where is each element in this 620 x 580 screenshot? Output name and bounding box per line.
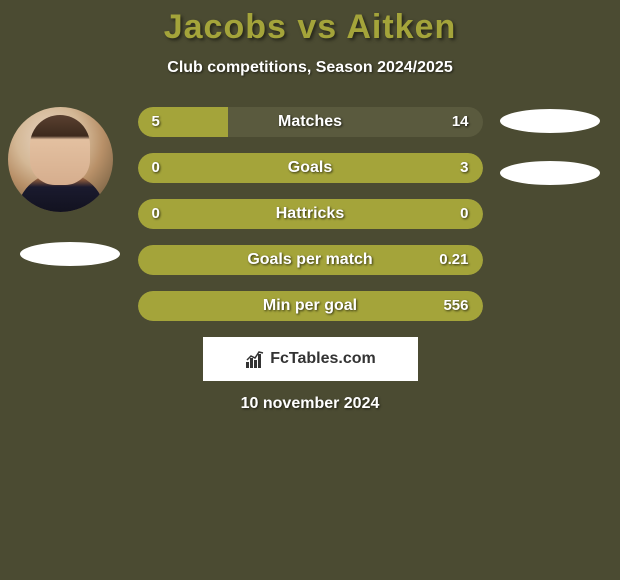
logo-text-label: FcTables.com [270,350,376,368]
comparison-area: 5 Matches 14 0 Goals 3 0 Hattricks 0 Goa… [0,107,620,413]
comparison-container: Jacobs vs Aitken Club competitions, Seas… [0,0,620,413]
stat-bar-hattricks: 0 Hattricks 0 [138,199,483,229]
stat-bar-goals-per-match: Goals per match 0.21 [138,245,483,275]
player-left-avatar [8,107,113,212]
stat-label: Goals [138,153,483,183]
stat-bar-matches: 5 Matches 14 [138,107,483,137]
bar-chart-icon [244,350,266,368]
date-text: 10 november 2024 [0,395,620,413]
stat-right-value: 0.21 [439,245,468,275]
logo-box[interactable]: FcTables.com [203,337,418,381]
player-right-name-pill [500,161,600,185]
stat-label: Matches [138,107,483,137]
stats-column: 5 Matches 14 0 Goals 3 0 Hattricks 0 Goa… [138,107,483,321]
stat-bar-min-per-goal: Min per goal 556 [138,291,483,321]
avatar-head-shape [30,115,90,185]
stat-bar-goals: 0 Goals 3 [138,153,483,183]
page-title: Jacobs vs Aitken [0,8,620,47]
stat-label: Min per goal [138,291,483,321]
stat-right-value: 556 [443,291,468,321]
player-left-name-pill [20,242,120,266]
stat-right-value: 0 [460,199,468,229]
subtitle: Club competitions, Season 2024/2025 [0,59,620,77]
logo-content: FcTables.com [244,350,376,368]
stat-right-value: 3 [460,153,468,183]
stat-label: Hattricks [138,199,483,229]
stat-label: Goals per match [138,245,483,275]
stat-right-value: 14 [452,107,469,137]
player-right-avatar-pill [500,109,600,133]
